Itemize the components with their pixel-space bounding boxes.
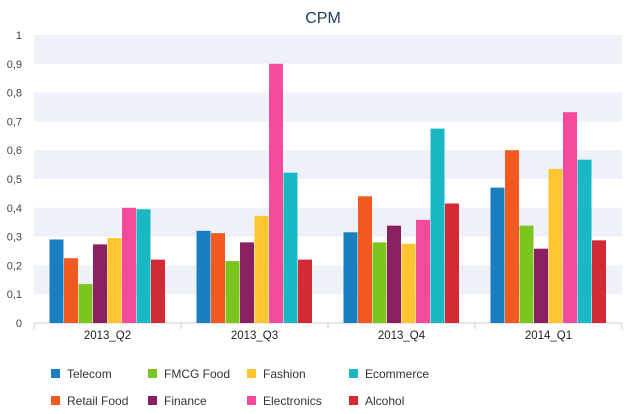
- bar: [505, 150, 519, 323]
- legend-swatch: [148, 369, 157, 378]
- legend-swatch: [148, 396, 157, 405]
- chart-title: CPM: [305, 10, 341, 27]
- bar: [401, 243, 416, 323]
- legend-label: Fashion: [263, 367, 306, 381]
- bar: [254, 215, 269, 323]
- bar: [548, 168, 563, 323]
- bar: [416, 219, 430, 323]
- y-tick-label: 0,3: [7, 232, 22, 244]
- bar: [211, 233, 225, 323]
- bar: [519, 225, 534, 323]
- grid-bands: [34, 35, 622, 295]
- y-tick-label: 1: [16, 30, 22, 42]
- y-tick-label: 0,5: [7, 174, 22, 186]
- bar: [136, 209, 151, 323]
- bar: [107, 238, 122, 323]
- bar: [490, 187, 505, 323]
- y-tick-label: 0: [16, 318, 22, 330]
- y-tick-label: 0,9: [7, 59, 22, 71]
- bar: [534, 248, 548, 323]
- legend-label: Ecommerce: [365, 367, 429, 381]
- bar: [122, 207, 136, 323]
- bar: [577, 159, 592, 323]
- legend-label: Finance: [164, 394, 207, 408]
- y-tick-label: 0,6: [7, 145, 22, 157]
- legend-label: Alcohol: [365, 394, 404, 408]
- legend-swatch: [349, 369, 358, 378]
- bar: [372, 242, 387, 323]
- y-tick-label: 0,2: [7, 260, 22, 272]
- y-axis-ticks: 0 0,1 0,2 0,3 0,4 0,5 0,6 0,7 0,8 0,9 1: [7, 30, 22, 330]
- grid-band: [34, 92, 622, 122]
- bar: [225, 261, 240, 323]
- x-category-label: 2013_Q4: [378, 330, 426, 342]
- legend-label: Retail Food: [67, 394, 128, 408]
- grid-band: [34, 150, 622, 179]
- x-axis: 2013_Q2 2013_Q3 2013_Q4 2014_Q1: [33, 322, 623, 342]
- bar: [445, 203, 459, 323]
- bars-group: [49, 63, 606, 324]
- bar: [151, 259, 165, 323]
- y-tick-label: 0,7: [7, 116, 22, 128]
- bar: [592, 240, 606, 323]
- bar: [196, 230, 211, 323]
- bar: [78, 284, 93, 323]
- bar: [343, 232, 358, 323]
- legend-label: Electronics: [263, 394, 322, 408]
- bar: [240, 242, 254, 323]
- y-tick-label: 0,1: [7, 289, 22, 301]
- legend-swatch: [349, 396, 358, 405]
- bar: [49, 239, 64, 323]
- bar: [269, 63, 283, 324]
- x-category-label: 2013_Q3: [231, 330, 278, 342]
- bar: [64, 258, 78, 323]
- legend-swatch: [51, 369, 60, 378]
- grid-band: [34, 35, 622, 64]
- legend: Telecom FMCG Food Fashion Ecommerce Retail F…: [51, 367, 429, 408]
- legend-swatch: [247, 396, 256, 405]
- bar: [283, 172, 298, 323]
- x-category-label: 2013_Q2: [84, 330, 131, 342]
- bar: [93, 244, 107, 323]
- y-tick-label: 0,8: [7, 88, 22, 100]
- y-tick-label: 0,4: [7, 203, 22, 215]
- legend-swatch: [51, 396, 60, 405]
- legend-swatch: [247, 369, 256, 378]
- bar: [387, 225, 401, 323]
- bar: [430, 128, 445, 323]
- bar: [563, 112, 577, 324]
- legend-label: Telecom: [67, 367, 112, 381]
- x-category-label: 2014_Q1: [525, 330, 572, 342]
- bar: [298, 259, 312, 323]
- bar: [358, 196, 372, 323]
- legend-label: FMCG Food: [164, 367, 230, 381]
